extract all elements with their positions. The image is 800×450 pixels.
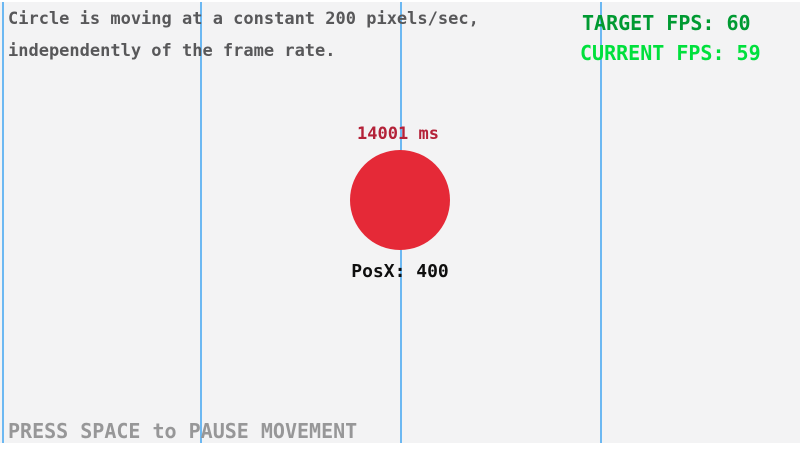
current-fps-readout: CURRENT FPS: 59: [580, 41, 761, 65]
circle-position-label: PosX: 400: [351, 261, 449, 282]
target-fps-readout: TARGET FPS: 60: [582, 11, 751, 35]
pause-hint-text: PRESS SPACE to PAUSE MOVEMENT: [8, 419, 358, 443]
vertical-gridline: [200, 2, 202, 443]
info-text-line1: Circle is moving at a constant 200 pixel…: [8, 9, 479, 29]
info-text-line2: independently of the frame rate.: [8, 41, 336, 61]
vertical-gridline: [600, 2, 602, 443]
elapsed-time-label: 14001 ms: [357, 124, 439, 144]
moving-circle: [350, 150, 450, 250]
vertical-gridline: [2, 2, 4, 443]
